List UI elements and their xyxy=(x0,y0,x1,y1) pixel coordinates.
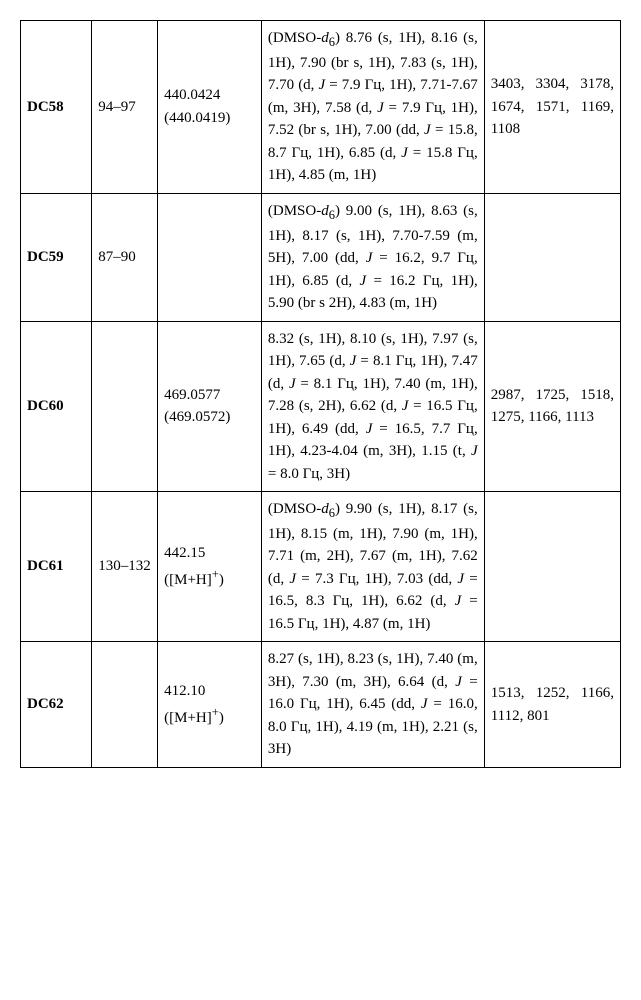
cell-mass: 440.0424 (440.0419) xyxy=(158,21,262,194)
table-row: DC59 87–90 (DMSO-d6) 9.00 (s, 1H), 8.63 … xyxy=(21,193,621,321)
cell-ir: 2987, 1725, 1518, 1275, 1166, 1113 xyxy=(484,321,620,492)
cell-nmr: (DMSO-d6) 8.76 (s, 1H), 8.16 (s, 1H), 7.… xyxy=(261,21,484,194)
cell-nmr: (DMSO-d6) 9.00 (s, 1H), 8.63 (s, 1H), 8.… xyxy=(261,193,484,321)
cell-id: DC60 xyxy=(21,321,92,492)
cell-nmr: 8.32 (s, 1H), 8.10 (s, 1H), 7.97 (s, 1H)… xyxy=(261,321,484,492)
cell-mass: 469.0577 (469.0572) xyxy=(158,321,262,492)
data-table: DC58 94–97 440.0424 (440.0419) (DMSO-d6)… xyxy=(20,20,621,768)
table-row: DC60 469.0577 (469.0572) 8.32 (s, 1H), 8… xyxy=(21,321,621,492)
cell-id: DC61 xyxy=(21,492,92,642)
cell-range: 87–90 xyxy=(92,193,158,321)
cell-ir xyxy=(484,492,620,642)
cell-range: 130–132 xyxy=(92,492,158,642)
cell-id: DC58 xyxy=(21,21,92,194)
cell-mass: 412.10 ([M+H]+) xyxy=(158,642,262,768)
cell-range xyxy=(92,642,158,768)
table-row: DC62 412.10 ([M+H]+) 8.27 (s, 1H), 8.23 … xyxy=(21,642,621,768)
table-row: DC61 130–132 442.15 ([M+H]+) (DMSO-d6) 9… xyxy=(21,492,621,642)
cell-nmr: (DMSO-d6) 9.90 (s, 1H), 8.17 (s, 1H), 8.… xyxy=(261,492,484,642)
cell-id: DC59 xyxy=(21,193,92,321)
cell-nmr: 8.27 (s, 1H), 8.23 (s, 1H), 7.40 (m, 3H)… xyxy=(261,642,484,768)
cell-ir: 3403, 3304, 3178, 1674, 1571, 1169, 1108 xyxy=(484,21,620,194)
cell-range xyxy=(92,321,158,492)
table-body: DC58 94–97 440.0424 (440.0419) (DMSO-d6)… xyxy=(21,21,621,768)
cell-mass: 442.15 ([M+H]+) xyxy=(158,492,262,642)
cell-range: 94–97 xyxy=(92,21,158,194)
table-row: DC58 94–97 440.0424 (440.0419) (DMSO-d6)… xyxy=(21,21,621,194)
cell-mass xyxy=(158,193,262,321)
cell-ir: 1513, 1252, 1166, 1112, 801 xyxy=(484,642,620,768)
cell-ir xyxy=(484,193,620,321)
cell-id: DC62 xyxy=(21,642,92,768)
